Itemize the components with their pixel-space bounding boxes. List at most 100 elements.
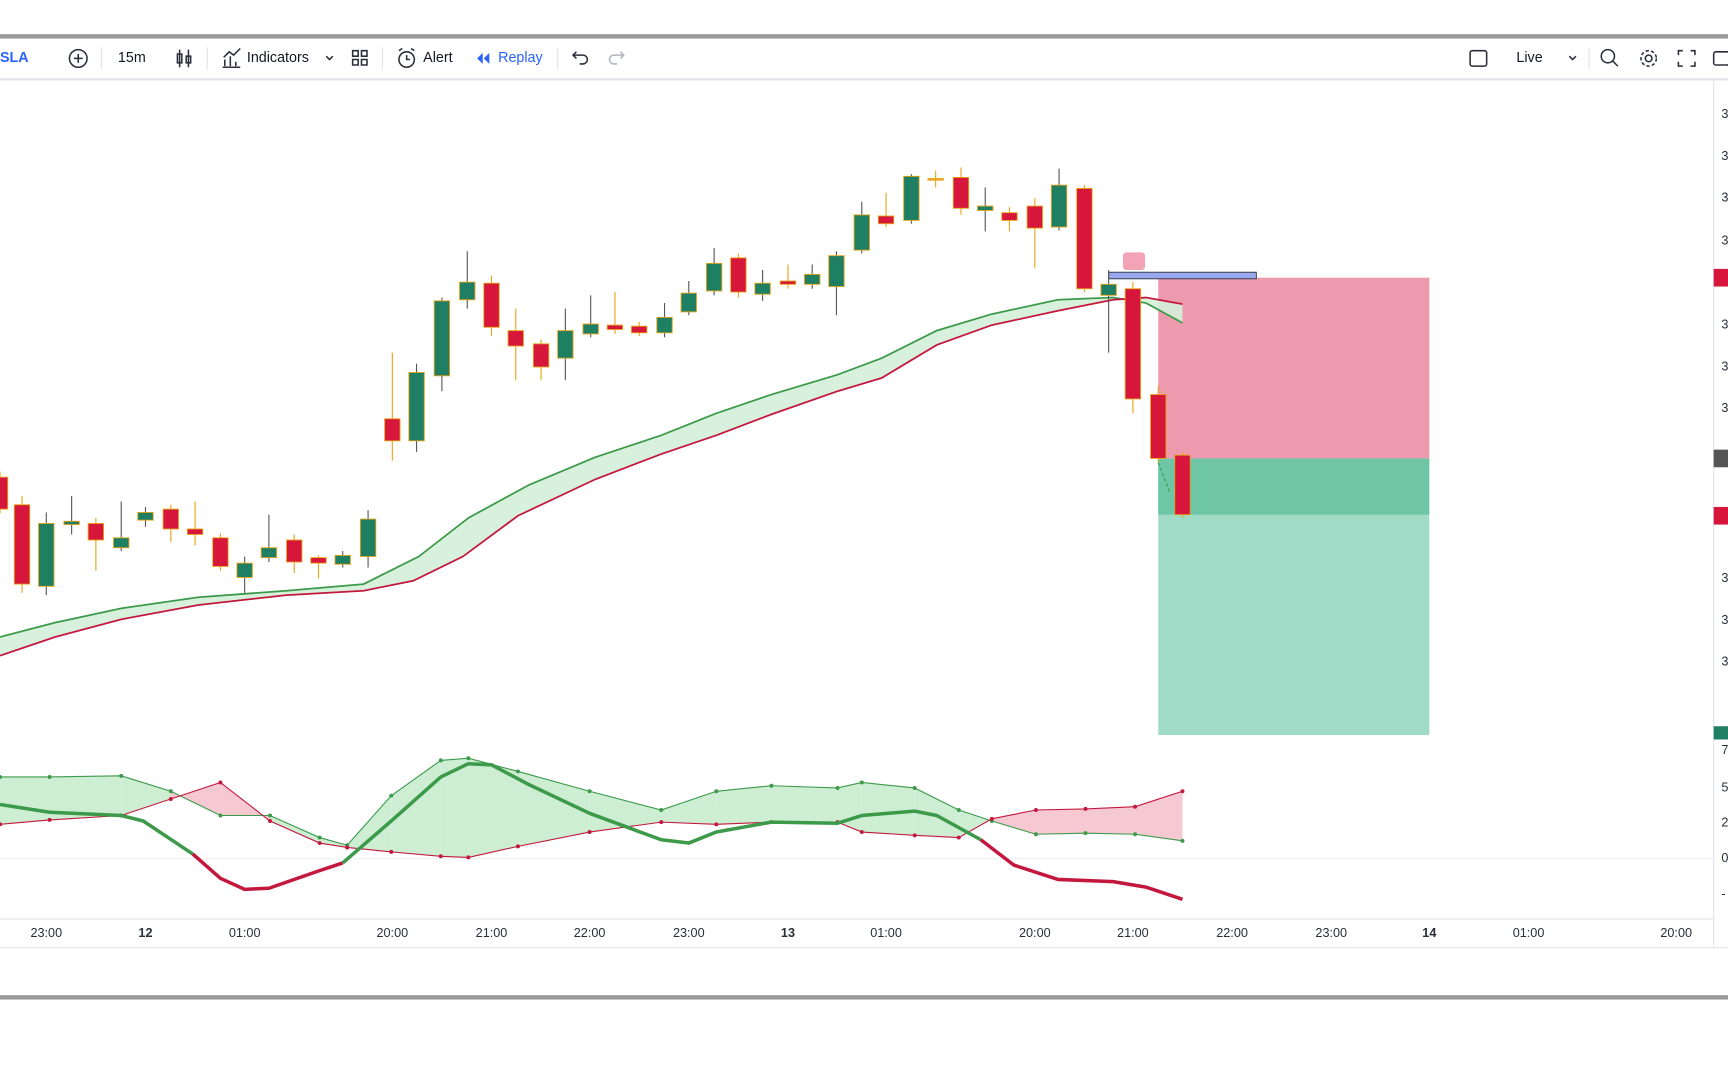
candle-body [260, 547, 278, 559]
time-label: 01:00 [229, 926, 261, 940]
oscillator-fill [391, 760, 441, 857]
candle-body [212, 537, 229, 567]
fullscreen-icon[interactable] [1677, 49, 1696, 67]
oscillator-fill [468, 758, 518, 858]
search-icon[interactable] [1600, 48, 1616, 64]
candle-body [408, 372, 425, 442]
candle-body [779, 280, 797, 285]
projection [1157, 462, 1171, 494]
candle-body [433, 300, 451, 377]
candle-body [853, 214, 870, 251]
oscillator-fill [0, 776, 50, 825]
oscillator-dot [438, 758, 443, 763]
oscillator-dot [218, 780, 223, 785]
oscillator-signal [979, 838, 1184, 901]
oscillator-dot [659, 820, 664, 825]
time-label: 13 [781, 926, 795, 940]
oscillator-fill [170, 782, 221, 816]
oscillator-dot [317, 841, 322, 846]
screenshot-icon[interactable] [1712, 51, 1728, 66]
oscillator-signal [0, 802, 194, 856]
oscillator-fill [991, 810, 1036, 835]
price-label: 3 [1721, 234, 1728, 248]
chart-type-icon[interactable] [176, 49, 192, 68]
price-label: 3 [1721, 655, 1728, 669]
candle-body [631, 325, 648, 334]
oscillator-fill [270, 815, 320, 844]
time-label: 20:00 [376, 926, 408, 940]
candle-body [483, 282, 500, 328]
window-bottom-border [0, 995, 1728, 1000]
oscillator-dot [1033, 832, 1038, 837]
stop-zone[interactable] [1158, 277, 1430, 459]
alert-button[interactable]: Alert [423, 50, 452, 66]
oscillator-dot [466, 855, 471, 860]
chevron[interactable] [325, 55, 334, 61]
oscillator-dot [859, 780, 864, 785]
entry-line[interactable] [1108, 271, 1257, 280]
indicators-button[interactable]: Indicators [247, 50, 309, 66]
candle-body [680, 292, 697, 313]
oscillator-fill [121, 775, 171, 816]
candle-body [532, 343, 550, 368]
settings-icon[interactable] [1640, 49, 1658, 67]
candle-body [1124, 288, 1142, 400]
replay-icon[interactable] [477, 52, 490, 64]
oscillator-dot [859, 830, 864, 835]
oscillator-fill [589, 791, 662, 833]
search-icon-handle [1611, 60, 1619, 67]
price-tag [1713, 268, 1728, 287]
add-symbol-plus [73, 53, 83, 63]
oscillator-fill [771, 785, 838, 823]
interval[interactable]: 15m [118, 50, 146, 66]
price-label: 3 [1721, 359, 1728, 373]
candle-body [310, 557, 327, 564]
oscillator-dot [714, 789, 719, 794]
toolbar: SLA 15m Indicators Alert Replay Live [0, 47, 1728, 70]
candle-body [38, 523, 55, 587]
price-tag [1713, 726, 1728, 740]
undo-icon[interactable] [571, 51, 589, 65]
candle-body [1050, 184, 1068, 228]
alert-icon-hands [398, 47, 415, 61]
time-label: 20:00 [1660, 926, 1692, 940]
oscillator-dot [1033, 808, 1038, 812]
oscillator-dot [268, 819, 272, 824]
price-label: 3 [1721, 571, 1728, 585]
replay-button[interactable]: Replay [498, 50, 543, 66]
candle-body [754, 282, 771, 295]
oscillator-dot [47, 817, 52, 822]
oscillator-dot [714, 822, 719, 827]
time-label: 23:00 [673, 926, 705, 940]
time-label: 23:00 [1315, 926, 1347, 940]
candle-body [730, 257, 747, 293]
time-label: 22:00 [574, 926, 606, 940]
order-badge[interactable] [1122, 252, 1146, 270]
oscillator-fill [1135, 791, 1183, 841]
mode-button[interactable]: Live [1516, 50, 1542, 66]
candle-body [186, 528, 204, 535]
layout-toggle-icon[interactable] [1469, 49, 1488, 67]
oscillator-fill [661, 791, 717, 825]
add-symbol-icon[interactable] [68, 48, 88, 68]
oscillator-dot [1133, 804, 1138, 809]
oscillator-label: 2 [1721, 816, 1728, 830]
oscillator-dot [769, 783, 774, 788]
redo-icon[interactable] [608, 51, 625, 65]
layouts-icon[interactable] [351, 49, 368, 66]
candle-body [1076, 188, 1093, 290]
oscillator-fill [914, 787, 959, 838]
oscillator-dot [0, 774, 2, 779]
oscillator-dot [47, 774, 52, 779]
symbol[interactable]: SLA [0, 50, 29, 66]
price-label: 3 [1721, 149, 1728, 163]
oscillator-dot [989, 816, 994, 821]
price-tag [1713, 506, 1728, 525]
price-label: 3 [1721, 317, 1728, 331]
alert-icon[interactable] [398, 51, 416, 68]
candle-body [63, 520, 80, 526]
chevron[interactable] [1568, 55, 1577, 61]
candle-body [162, 508, 179, 530]
indicators-icon[interactable] [222, 47, 241, 68]
